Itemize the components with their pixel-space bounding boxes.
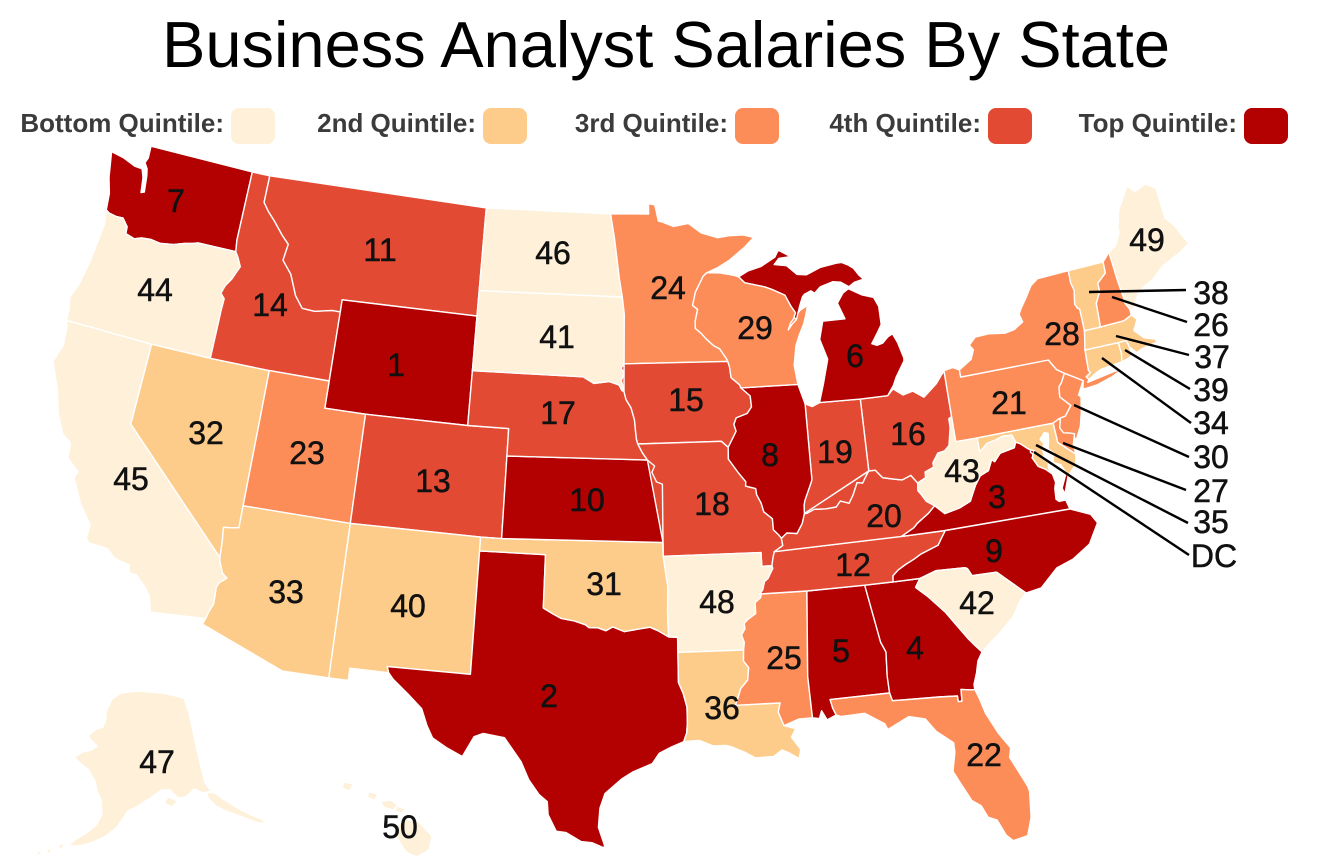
svg-text:26: 26 [1193, 307, 1229, 343]
svg-text:22: 22 [966, 737, 1002, 773]
svg-text:32: 32 [188, 415, 224, 451]
svg-text:40: 40 [390, 588, 426, 624]
svg-text:30: 30 [1193, 439, 1229, 475]
svg-text:35: 35 [1193, 504, 1229, 540]
svg-text:43: 43 [944, 453, 980, 489]
svg-text:39: 39 [1193, 372, 1229, 408]
svg-text:24: 24 [650, 270, 686, 306]
svg-text:27: 27 [1193, 473, 1229, 509]
svg-text:49: 49 [1129, 222, 1165, 258]
svg-text:29: 29 [737, 310, 773, 346]
svg-text:2: 2 [540, 678, 558, 714]
svg-text:21: 21 [991, 385, 1027, 421]
svg-text:36: 36 [704, 690, 740, 726]
svg-text:46: 46 [535, 235, 571, 271]
svg-text:33: 33 [268, 574, 304, 610]
svg-text:16: 16 [890, 416, 926, 452]
svg-text:12: 12 [835, 547, 871, 583]
svg-text:34: 34 [1193, 405, 1229, 441]
svg-text:23: 23 [289, 435, 325, 471]
svg-text:19: 19 [817, 434, 853, 470]
svg-text:25: 25 [766, 640, 802, 676]
svg-text:20: 20 [866, 498, 902, 534]
svg-text:45: 45 [113, 461, 149, 497]
svg-text:42: 42 [959, 585, 995, 621]
svg-text:31: 31 [586, 566, 622, 602]
svg-text:9: 9 [985, 533, 1003, 569]
svg-text:6: 6 [846, 338, 864, 374]
svg-text:18: 18 [694, 486, 730, 522]
svg-text:17: 17 [540, 395, 576, 431]
svg-text:3: 3 [988, 479, 1006, 515]
svg-text:44: 44 [137, 272, 173, 308]
svg-text:1: 1 [387, 347, 405, 383]
svg-text:11: 11 [363, 232, 396, 268]
svg-text:14: 14 [252, 287, 288, 323]
svg-text:15: 15 [668, 382, 704, 418]
svg-text:38: 38 [1193, 275, 1229, 311]
svg-text:DC: DC [1191, 538, 1237, 574]
svg-text:41: 41 [539, 319, 575, 355]
svg-text:28: 28 [1044, 316, 1080, 352]
svg-text:50: 50 [382, 809, 418, 845]
svg-text:5: 5 [832, 633, 850, 669]
svg-text:4: 4 [906, 630, 924, 666]
svg-text:48: 48 [699, 584, 735, 620]
svg-text:7: 7 [167, 183, 185, 219]
svg-text:13: 13 [415, 463, 451, 499]
svg-text:8: 8 [761, 437, 779, 473]
svg-text:37: 37 [1194, 339, 1230, 375]
svg-text:47: 47 [139, 744, 175, 780]
svg-text:10: 10 [569, 482, 605, 518]
